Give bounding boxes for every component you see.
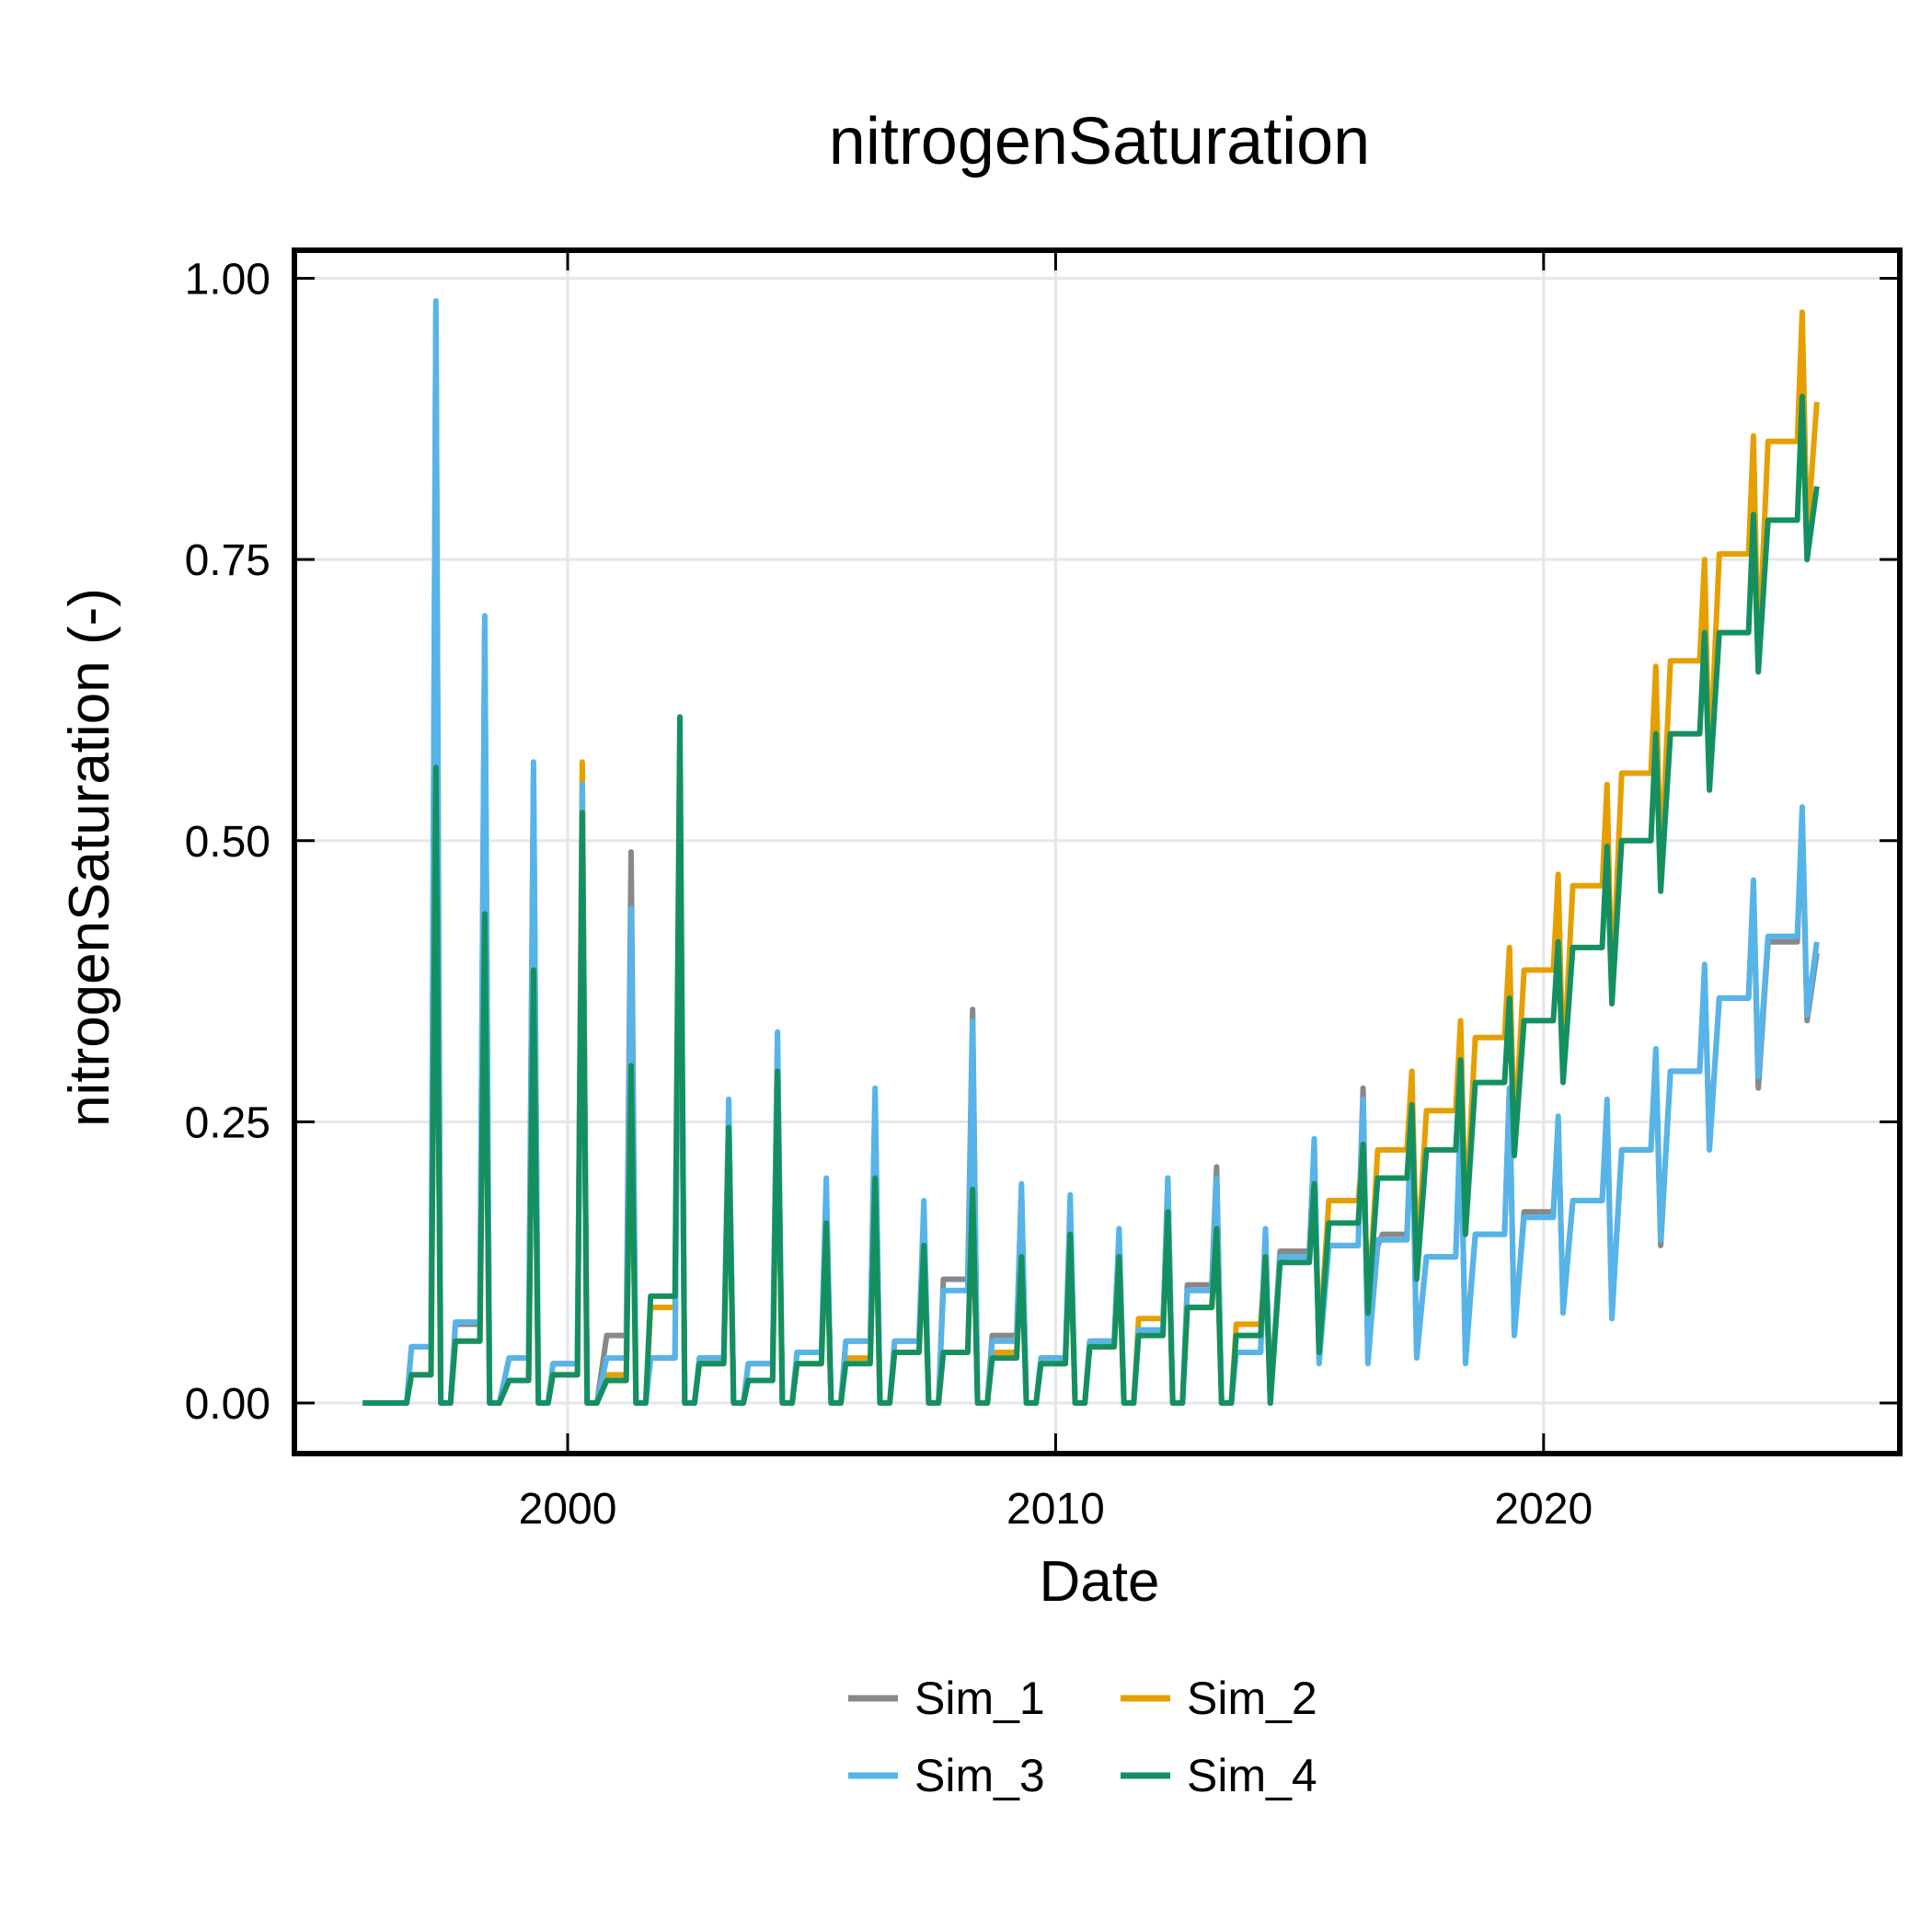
legend-label: Sim_3 [914, 1750, 1045, 1801]
legend-label: Sim_1 [914, 1673, 1045, 1724]
legend-item: Sim_1 [848, 1673, 1045, 1724]
x-tick-label: 2020 [1494, 1485, 1593, 1534]
legend-item: Sim_4 [1121, 1750, 1317, 1801]
y-tick-label: 0.00 [185, 1380, 270, 1429]
x-tick-label: 2000 [519, 1485, 617, 1534]
legend-item: Sim_2 [1121, 1673, 1317, 1724]
plot-frame [292, 247, 1903, 1456]
axis-ticks: 2000 2010 2020 0.00 0.25 0.50 0.75 1.00 [185, 250, 1900, 1534]
legend-label: Sim_2 [1187, 1673, 1317, 1724]
y-axis-title: nitrogenSaturation (-) [58, 588, 121, 1127]
y-tick-label: 0.25 [185, 1098, 270, 1147]
x-tick-label: 2010 [1006, 1485, 1105, 1534]
x-axis-title: Date [1040, 1550, 1160, 1614]
plot-lines [362, 298, 1820, 1406]
chart-title: nitrogenSaturation [829, 105, 1370, 178]
legend-label: Sim_4 [1187, 1750, 1317, 1801]
legend-item: Sim_3 [848, 1750, 1045, 1801]
legend: Sim_1 Sim_2 Sim_3 Sim_4 [848, 1673, 1317, 1801]
grid-lines [294, 250, 1900, 1454]
series-line-sim-4 [362, 393, 1820, 1406]
y-tick-label: 1.00 [185, 256, 270, 305]
y-tick-label: 0.50 [185, 818, 270, 867]
y-tick-label: 0.75 [185, 536, 270, 585]
